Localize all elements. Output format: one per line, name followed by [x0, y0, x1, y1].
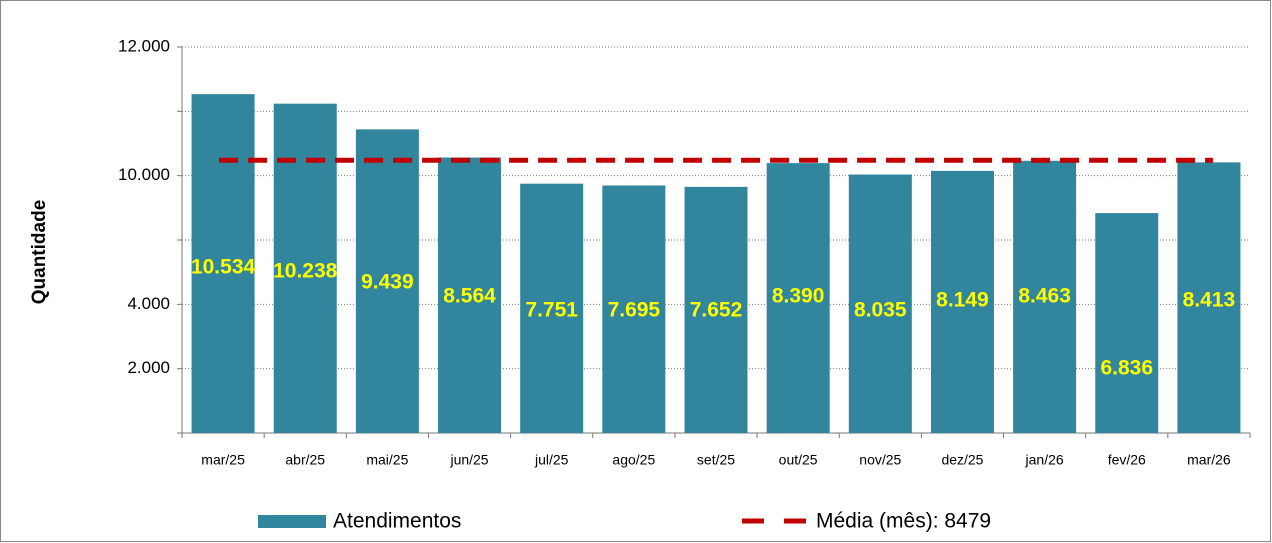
data-label: 8.463	[1018, 285, 1071, 308]
legend-swatch	[258, 515, 326, 528]
bar	[602, 185, 666, 433]
x-tick-label: dez/25	[941, 452, 983, 468]
bar	[848, 174, 912, 433]
bar	[1013, 160, 1077, 433]
bar	[930, 170, 994, 433]
x-tick-label: mai/25	[366, 452, 408, 468]
legend-label: Atendimentos	[333, 510, 461, 533]
bar	[1095, 213, 1159, 433]
x-tick-label: out/25	[779, 452, 818, 468]
y-tick-label: 12.000	[118, 36, 170, 55]
data-label: 10.238	[273, 260, 338, 283]
y-tick-label: 2.000	[127, 358, 170, 377]
bar	[766, 163, 830, 433]
data-label: 7.695	[608, 299, 661, 322]
data-label: 7.652	[690, 299, 743, 322]
y-axis-title: Quantidade	[29, 200, 50, 305]
x-tick-label: mar/25	[201, 452, 245, 468]
x-tick-label: nov/25	[859, 452, 901, 468]
x-tick-label: mar/26	[1187, 452, 1231, 468]
data-label: 8.413	[1183, 289, 1236, 312]
data-label: 8.564	[443, 285, 496, 308]
legend-label: Média (mês): 8479	[816, 510, 991, 533]
data-label: 6.836	[1100, 357, 1153, 380]
bar	[1177, 162, 1241, 433]
bar	[520, 183, 584, 433]
x-tick-label: set/25	[697, 452, 735, 468]
data-label: 8.149	[936, 289, 989, 312]
data-label: 7.751	[525, 299, 578, 322]
data-label: 8.390	[772, 285, 825, 308]
x-tick-label: jul/25	[534, 452, 569, 468]
bar	[684, 186, 748, 433]
data-label: 9.439	[361, 271, 414, 294]
x-tick-label: abr/25	[285, 452, 325, 468]
data-label: 10.534	[191, 256, 256, 279]
bar	[438, 157, 502, 434]
bar	[355, 129, 419, 433]
y-tick-label: 10.000	[118, 165, 170, 184]
bar	[191, 94, 255, 433]
x-tick-label: fev/26	[1108, 452, 1146, 468]
x-tick-label: jan/26	[1025, 452, 1064, 468]
x-tick-label: jun/25	[449, 452, 488, 468]
y-tick-label: 4.000	[127, 294, 170, 313]
data-label: 8.035	[854, 299, 907, 322]
x-tick-label: ago/25	[612, 452, 655, 468]
